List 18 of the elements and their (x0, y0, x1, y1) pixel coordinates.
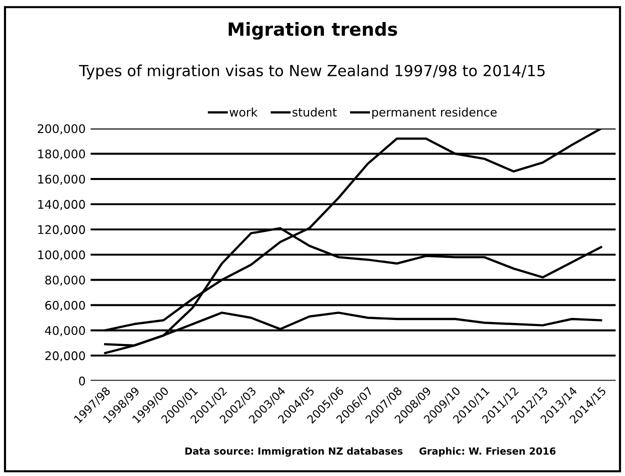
legend-label: permanent residence (372, 107, 497, 119)
y-tick-label: 200,000 (38, 124, 85, 134)
y-tick-label: 0 (79, 376, 85, 386)
y-tick-label: 40,000 (45, 326, 85, 336)
y-tick-label: 100,000 (38, 250, 85, 261)
legend-label: student (292, 107, 337, 117)
chart-subtitle: Types of migration visas to New Zealand 1997/98 to 2014/15 (78, 64, 545, 80)
y-tick-label: 60,000 (45, 300, 85, 311)
source-note: Data source: Immigration NZ databases (185, 447, 403, 457)
y-tick-label: 80,000 (45, 276, 85, 286)
chart-title: Migration trends (228, 22, 398, 40)
y-tick-label: 180,000 (38, 149, 85, 160)
y-tick-label: 20,000 (45, 351, 85, 362)
y-tick-label: 120,000 (38, 225, 85, 236)
y-tick-label: 160,000 (38, 174, 85, 185)
y-tick-label: 140,000 (38, 200, 85, 210)
text: Graphic: W. Friesen 2016 (419, 447, 556, 457)
legend-label: work (230, 107, 258, 117)
